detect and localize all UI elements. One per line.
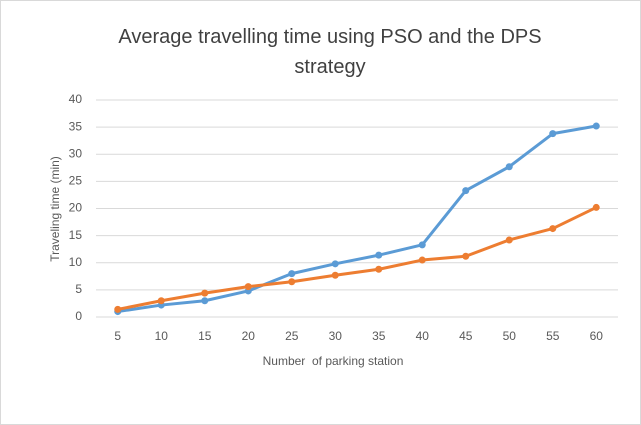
y-tick-label: 40 (69, 92, 83, 106)
x-tick-label: 10 (155, 329, 169, 343)
data-point (462, 252, 470, 260)
y-tick-label: 35 (69, 119, 83, 133)
x-tick-label: 20 (242, 329, 256, 343)
x-tick-label: 40 (416, 329, 430, 343)
data-point (244, 283, 252, 291)
data-point (592, 122, 600, 130)
data-point (114, 305, 122, 313)
x-tick-label: 60 (590, 329, 604, 343)
data-point (375, 251, 383, 259)
data-point (288, 278, 296, 286)
data-point (375, 265, 383, 273)
y-axis-label: Traveling time (min) (48, 156, 62, 262)
data-point (331, 260, 339, 268)
y-tick-label: 10 (69, 255, 83, 269)
data-point (505, 163, 513, 171)
x-axis-label: Number of parking station (263, 354, 404, 368)
data-point (288, 270, 296, 278)
x-tick-label: 15 (198, 329, 212, 343)
x-tick-label: 25 (285, 329, 299, 343)
y-tick-label: 0 (75, 309, 82, 323)
data-point (549, 225, 557, 233)
x-tick-label: 30 (329, 329, 343, 343)
y-tick-label: 30 (69, 146, 83, 160)
x-tick-label: 5 (114, 329, 121, 343)
x-tick-label: 45 (459, 329, 473, 343)
data-point (549, 130, 557, 138)
data-point (418, 241, 426, 249)
data-point (331, 271, 339, 279)
series-line (117, 206, 597, 311)
y-tick-label: 20 (69, 201, 83, 215)
y-tick-label: 5 (75, 282, 82, 296)
data-point (592, 203, 600, 211)
y-tick-label: 25 (69, 174, 83, 188)
series-line (117, 124, 597, 314)
x-tick-label: 55 (546, 329, 560, 343)
data-point (505, 236, 513, 244)
data-point (201, 289, 209, 297)
y-tick-label: 15 (69, 228, 83, 242)
x-tick-label: 50 (503, 329, 517, 343)
data-point (462, 187, 470, 195)
data-point (418, 256, 426, 264)
x-tick-label: 35 (372, 329, 386, 343)
data-point (157, 297, 165, 305)
data-point (201, 297, 209, 305)
chart-title: Average travelling time using PSO and th… (118, 26, 542, 78)
